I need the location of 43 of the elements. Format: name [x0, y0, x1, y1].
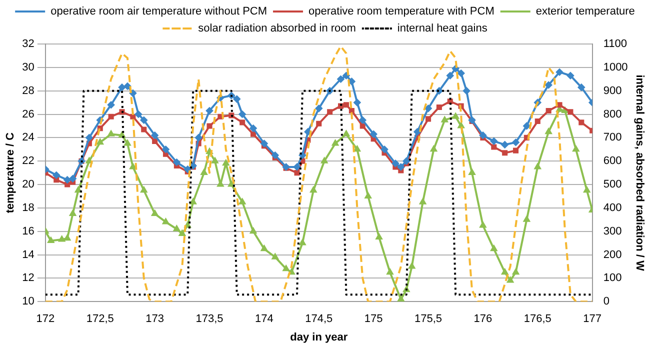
y2-tick-label: 500 [603, 178, 622, 191]
x-tick-label: 172 [36, 313, 55, 326]
y2-tick-label: 1000 [603, 61, 628, 74]
y2-tick-label: 700 [603, 132, 622, 144]
legend-label: operative room air temperature without PCM [50, 6, 268, 18]
legend-label: solar radiation absorbed in room [198, 22, 356, 35]
x-tick-label: 176 [474, 313, 492, 326]
y-tick-label: 30 [22, 61, 34, 74]
y2-tick-label: 800 [603, 108, 622, 120]
y-tick-label: 10 [22, 296, 34, 308]
x-tick-label: 175 [364, 313, 383, 326]
y-tick-label: 32 [22, 38, 34, 50]
y-tick-label: 28 [22, 84, 34, 97]
y-tick-label: 18 [22, 202, 34, 214]
x-tick-label: 174 [255, 313, 274, 326]
y-tick-label: 20 [22, 178, 34, 191]
x-tick-label: 173,5 [196, 313, 224, 326]
legend-label: exterior temperature [536, 6, 635, 18]
y-tick-label: 26 [22, 108, 34, 120]
x-tick-label: 175,5 [414, 313, 442, 326]
y2-tick-label: 100 [603, 272, 622, 284]
x-tick-label: 173 [146, 313, 164, 326]
x-tick-label: 177 [583, 313, 602, 326]
x-tick-label: 174,5 [305, 313, 333, 326]
y-tick-label: 24 [22, 132, 34, 144]
y-axis-title: temperature / C [4, 132, 17, 214]
y2-tick-label: 0 [603, 296, 610, 308]
y2-tick-label: 900 [603, 84, 622, 97]
y2-tick-label: 400 [603, 202, 622, 214]
y2-tick-label: 300 [603, 225, 622, 238]
y-tick-label: 22 [22, 155, 34, 168]
legend-label: operative room temperature with PCM [308, 6, 494, 18]
y-tick-label: 16 [22, 225, 34, 238]
x-tick-label: 176,5 [524, 313, 552, 326]
y-tick-label: 14 [22, 248, 34, 261]
x-axis-title: day in year [290, 331, 348, 344]
y2-tick-label: 1100 [603, 38, 627, 50]
y2-axis-title: internal gains, absorbed radiation / W [633, 74, 646, 272]
y2-tick-label: 200 [603, 248, 622, 261]
y2-tick-label: 600 [603, 155, 622, 168]
y-tick-label: 12 [22, 272, 34, 284]
legend-label: internal heat gains [397, 22, 488, 35]
x-tick-label: 172,5 [86, 313, 114, 326]
